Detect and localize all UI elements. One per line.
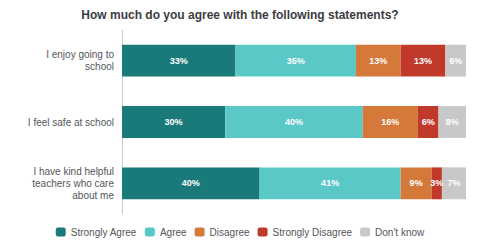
svg-text:Strongly Agree: Strongly Agree — [71, 227, 137, 238]
svg-text:6%: 6% — [422, 117, 435, 127]
svg-text:3%: 3% — [430, 178, 443, 188]
svg-text:35%: 35% — [287, 56, 305, 66]
svg-text:8%: 8% — [446, 117, 459, 127]
svg-text:33%: 33% — [170, 56, 188, 66]
svg-text:7%: 7% — [447, 178, 460, 188]
svg-text:Strongly Disagree: Strongly Disagree — [273, 227, 353, 238]
svg-text:I feel safe at school: I feel safe at school — [28, 117, 114, 128]
svg-text:13%: 13% — [414, 56, 432, 66]
svg-text:How much do you agree with the: How much do you agree with the following… — [81, 8, 398, 22]
svg-text:Don't know: Don't know — [375, 227, 425, 238]
svg-text:41%: 41% — [321, 178, 339, 188]
svg-text:16%: 16% — [381, 117, 399, 127]
svg-text:13%: 13% — [369, 56, 387, 66]
svg-text:40%: 40% — [285, 117, 303, 127]
svg-text:I have kind helpful: I have kind helpful — [33, 166, 114, 177]
svg-text:40%: 40% — [182, 178, 200, 188]
svg-text:Disagree: Disagree — [210, 227, 250, 238]
svg-text:about me: about me — [72, 190, 114, 201]
svg-text:I enjoy going to: I enjoy going to — [46, 49, 114, 60]
svg-text:9%: 9% — [410, 178, 423, 188]
svg-text:teachers who care: teachers who care — [32, 178, 114, 189]
svg-text:6%: 6% — [449, 56, 462, 66]
svg-text:school: school — [85, 61, 114, 72]
svg-text:Agree: Agree — [160, 227, 187, 238]
svg-text:30%: 30% — [165, 117, 183, 127]
